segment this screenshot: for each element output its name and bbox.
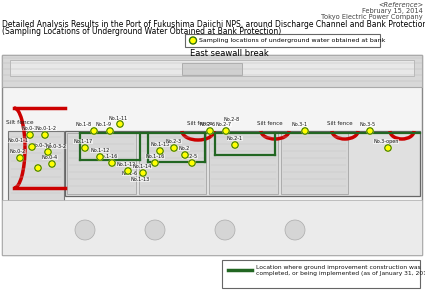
Bar <box>281 133 348 194</box>
Circle shape <box>171 145 177 151</box>
Circle shape <box>385 145 391 151</box>
Text: No.0-3-1: No.0-3-1 <box>31 143 53 148</box>
Text: No.0-1-1: No.0-1-1 <box>8 138 28 143</box>
Text: Location where ground improvement construction was: Location where ground improvement constr… <box>256 265 421 270</box>
Circle shape <box>140 170 146 176</box>
Circle shape <box>35 165 41 171</box>
Bar <box>8 131 64 201</box>
Circle shape <box>367 128 373 134</box>
Circle shape <box>232 142 238 148</box>
Text: Tokyo Electric Power Company: Tokyo Electric Power Company <box>321 14 423 20</box>
Circle shape <box>17 155 23 161</box>
Circle shape <box>190 37 196 44</box>
Text: No.2-1: No.2-1 <box>227 136 243 141</box>
Text: No.1-9: No.1-9 <box>96 122 112 127</box>
Text: No.2-7: No.2-7 <box>216 122 232 127</box>
Text: Detailed Analysis Results in the Port of Fukushima Daiichi NPS, around Discharge: Detailed Analysis Results in the Port of… <box>2 20 425 29</box>
Text: No.0-1-2: No.0-1-2 <box>36 126 57 131</box>
Circle shape <box>182 152 188 158</box>
Text: No.1-12: No.1-12 <box>116 162 136 167</box>
Text: No.1-16: No.1-16 <box>145 154 164 159</box>
Circle shape <box>285 220 305 240</box>
Text: No.0-2: No.0-2 <box>10 149 26 154</box>
Text: No.3-open: No.3-open <box>373 139 399 144</box>
Circle shape <box>107 128 113 134</box>
Circle shape <box>27 132 33 138</box>
Text: No.2-8: No.2-8 <box>224 117 240 122</box>
Text: No.2-5: No.2-5 <box>182 154 198 159</box>
Circle shape <box>117 121 123 127</box>
Text: No.1-12: No.1-12 <box>91 148 110 153</box>
Circle shape <box>97 154 103 160</box>
Text: No.1-14: No.1-14 <box>132 164 152 169</box>
Circle shape <box>145 220 165 240</box>
Text: East seawall break: East seawall break <box>190 49 269 58</box>
Text: No.1-16: No.1-16 <box>98 154 118 159</box>
Text: No.2: No.2 <box>178 146 190 151</box>
Circle shape <box>152 160 158 166</box>
Bar <box>209 133 278 194</box>
Text: No.2-6: No.2-6 <box>200 122 216 127</box>
Text: No.0-1: No.0-1 <box>22 126 38 131</box>
Circle shape <box>82 145 88 151</box>
Text: Silt fence: Silt fence <box>6 120 34 125</box>
Text: No.1-8: No.1-8 <box>76 122 92 127</box>
Text: No.1-6: No.1-6 <box>122 171 138 176</box>
Circle shape <box>189 160 195 166</box>
Circle shape <box>157 148 163 154</box>
Circle shape <box>75 220 95 240</box>
Text: Sampling locations of underground water obtained at bank: Sampling locations of underground water … <box>199 38 386 43</box>
Circle shape <box>223 128 229 134</box>
Text: Silt fence: Silt fence <box>187 121 213 126</box>
Text: Silt fence: Silt fence <box>257 121 283 126</box>
Circle shape <box>302 128 308 134</box>
Text: No.3-1: No.3-1 <box>292 122 308 127</box>
Text: No.1-17: No.1-17 <box>74 139 93 144</box>
Bar <box>2 55 422 255</box>
Circle shape <box>125 168 131 174</box>
Text: No.2-3: No.2-3 <box>166 139 182 144</box>
Circle shape <box>45 149 51 155</box>
Bar <box>10 60 414 76</box>
Text: No.1-13: No.1-13 <box>130 177 150 182</box>
Bar <box>65 131 420 196</box>
Text: No.1-11: No.1-11 <box>108 116 128 121</box>
Text: No.0-3-2: No.0-3-2 <box>45 144 66 149</box>
Bar <box>2 55 422 87</box>
Circle shape <box>42 132 48 138</box>
Text: February 15, 2014: February 15, 2014 <box>362 8 423 14</box>
Bar <box>139 133 206 194</box>
Bar <box>67 133 136 194</box>
Bar <box>2 200 422 255</box>
Text: completed, or being implemented (as of January 31, 2014): completed, or being implemented (as of J… <box>256 271 425 276</box>
Bar <box>182 63 242 75</box>
Circle shape <box>207 128 213 134</box>
Circle shape <box>109 160 115 166</box>
Bar <box>185 34 380 47</box>
Text: <Reference>: <Reference> <box>378 2 423 8</box>
Text: No.3-5: No.3-5 <box>360 122 376 127</box>
Text: No.0-4: No.0-4 <box>42 155 58 160</box>
Text: (Sampling Locations of Underground Water Obtained at Bank Protection): (Sampling Locations of Underground Water… <box>2 28 281 37</box>
Text: Silt fence: Silt fence <box>327 121 353 126</box>
Text: No.1-15: No.1-15 <box>150 142 170 147</box>
Circle shape <box>29 144 35 150</box>
Circle shape <box>49 161 55 167</box>
Bar <box>222 260 420 288</box>
Circle shape <box>215 220 235 240</box>
Circle shape <box>91 128 97 134</box>
